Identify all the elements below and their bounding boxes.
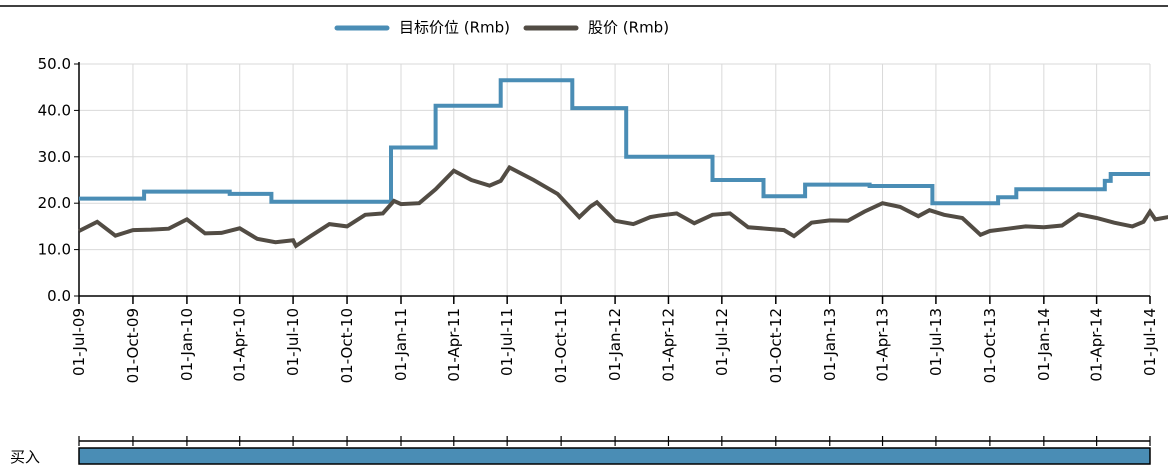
x-tick-label: 01-Apr-12 — [659, 308, 677, 382]
rating-label: 买入 — [10, 448, 40, 466]
series-line-2 — [78, 164, 1168, 249]
x-tick-label: 01-Oct-12 — [767, 308, 785, 383]
x-tick-label: 01-Jan-13 — [821, 308, 839, 381]
y-tick-label: 10.0 — [38, 241, 71, 259]
y-tick-label: 20.0 — [38, 194, 71, 212]
x-tick-label: 01-Jul-10 — [284, 308, 302, 376]
x-tick-label: 01-Jul-09 — [70, 308, 88, 376]
rating-bar: 买入 — [10, 436, 1151, 466]
x-tick-label: 01-Jul-13 — [927, 308, 945, 376]
legend-label-1: 目标价位 (Rmb) — [399, 19, 510, 37]
x-tick-label: 01-Jan-11 — [392, 308, 410, 381]
x-tick-label: 01-Oct-09 — [124, 308, 142, 383]
x-tick-label: 01-Jan-14 — [1035, 308, 1053, 381]
legend-label-2: 股价 (Rmb) — [588, 19, 669, 37]
x-tick-label: 01-Apr-13 — [874, 308, 892, 382]
x-tick-label: 01-Jul-14 — [1141, 308, 1159, 376]
x-tick-label: 01-Jul-12 — [713, 308, 731, 376]
x-tick-label: 01-Apr-11 — [445, 308, 463, 382]
grid — [79, 63, 1151, 296]
rating-bar-buy — [78, 447, 1151, 465]
y-tick-label: 40.0 — [38, 101, 71, 119]
y-tick-label: 30.0 — [38, 148, 71, 166]
x-tick-label: 01-Jan-10 — [178, 308, 196, 381]
x-tick-label: 01-Oct-10 — [338, 308, 356, 383]
y-tick-label: 50.0 — [38, 55, 71, 73]
x-tick-label: 01-Apr-10 — [231, 308, 249, 382]
series-line-1 — [79, 78, 1150, 206]
x-tick-label: 01-Apr-14 — [1088, 308, 1106, 382]
x-tick-label: 01-Oct-11 — [552, 308, 570, 383]
legend: 目标价位 (Rmb) 股价 (Rmb) — [334, 19, 669, 37]
x-tick-label: 01-Jan-12 — [606, 308, 624, 381]
series — [78, 78, 1168, 249]
x-tick-label: 01-Jul-11 — [498, 308, 516, 376]
axes: 0.0 10.0 20.0 30.0 40.0 50.0 01-Jul-09 01-Oct-0… — [38, 55, 1159, 383]
y-tick-label: 0.0 — [47, 287, 71, 305]
x-tick-label: 01-Oct-13 — [981, 308, 999, 383]
